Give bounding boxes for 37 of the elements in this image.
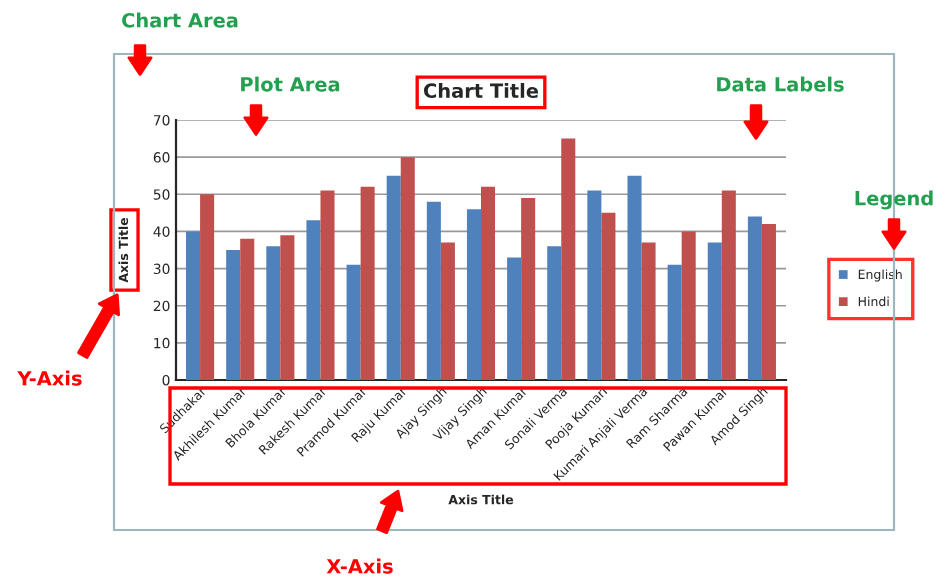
bar: [627, 175, 642, 380]
bar: [561, 138, 576, 380]
bar: [481, 186, 496, 380]
bar: [400, 157, 415, 380]
bar: [681, 231, 696, 380]
bar: [346, 264, 361, 380]
bar: [426, 201, 441, 380]
bar: [226, 250, 241, 380]
bar: [306, 220, 321, 380]
chart-title: Chart Title: [423, 83, 539, 99]
bar: [320, 190, 335, 380]
bar: [587, 190, 602, 380]
bar: [641, 242, 656, 380]
bar: [240, 238, 255, 380]
bar: [721, 190, 736, 380]
bar: [521, 198, 536, 380]
bar: [360, 186, 375, 380]
text: Plot Area: [241, 76, 340, 92]
text: Y-Axis: [17, 370, 82, 386]
bar: [507, 257, 522, 380]
bar: [761, 224, 776, 380]
bar: [707, 242, 722, 380]
text: Legend: [855, 190, 933, 210]
bar: [747, 216, 762, 380]
bar: [386, 175, 401, 380]
bar: [440, 242, 455, 380]
text: X-Axis: [326, 558, 393, 574]
bar: [186, 231, 201, 380]
bar: [280, 235, 295, 380]
text: Data Labels: [717, 76, 844, 92]
bar: [601, 212, 616, 380]
bar: [547, 246, 562, 380]
bar: [466, 209, 481, 380]
bar: [266, 246, 281, 380]
text: Chart Area: [122, 12, 238, 28]
bar: [200, 194, 215, 380]
bar: [667, 264, 682, 380]
